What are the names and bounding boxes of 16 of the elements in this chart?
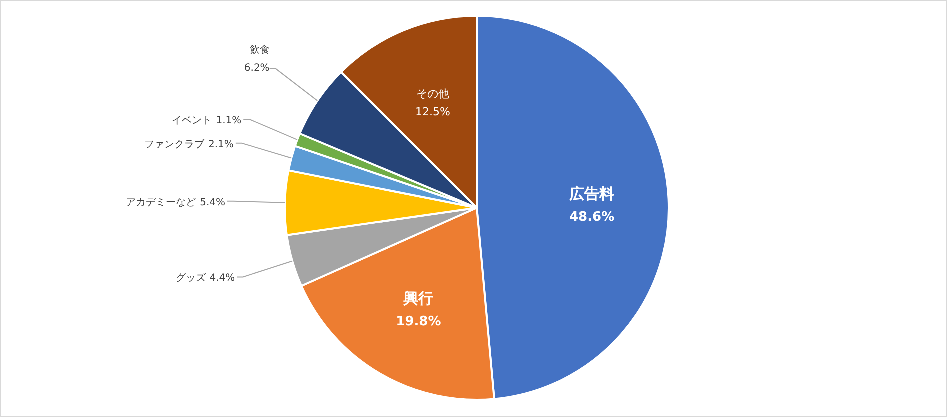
slice-label: アカデミーなど: [126, 197, 196, 208]
data-label: 48.6%: [570, 210, 615, 225]
slice-label: グッズ: [176, 272, 207, 284]
slice-label: 広告料: [568, 184, 615, 203]
slice-label: 興行: [402, 289, 434, 308]
data-label: 19.8%: [396, 314, 442, 330]
data-label: 6.2%: [244, 62, 270, 74]
slice-label: 飲食: [250, 44, 270, 56]
data-label: 12.5%: [415, 106, 450, 119]
data-label: 2.1%: [208, 139, 234, 150]
data-label: 4.4%: [210, 273, 236, 284]
slice-label: その他: [416, 88, 450, 101]
data-label: 5.4%: [200, 197, 226, 208]
slice-label: イベント: [172, 115, 212, 126]
data-label: 1.1%: [216, 115, 242, 126]
slice-label: ファンクラブ: [144, 138, 206, 150]
